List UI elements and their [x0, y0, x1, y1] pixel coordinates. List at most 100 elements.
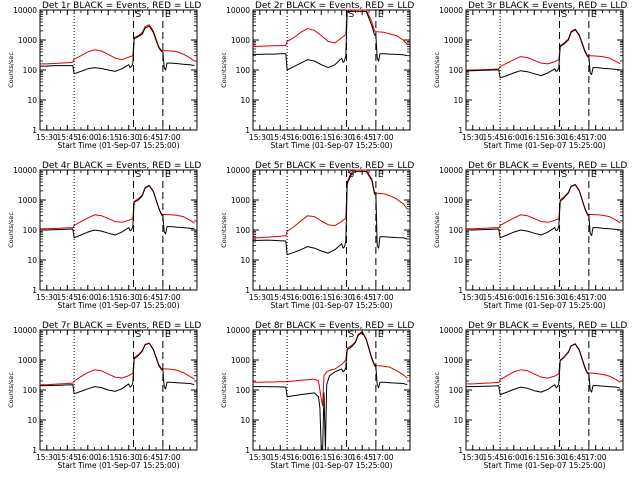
- marker-flag-s: S: [562, 10, 568, 20]
- panel-title: Det 4r BLACK = Events, RED = LLD: [42, 161, 201, 171]
- x-axis-label: Start Time (01-Sep-07 15:25:00): [271, 461, 393, 470]
- plot-frame: [252, 169, 411, 291]
- marker-flag-e: E: [165, 330, 171, 340]
- x-tick-label: 16:00: [77, 293, 99, 302]
- x-tick-label: 15:30: [36, 293, 58, 302]
- y-axis-label: Counts/sec: [7, 372, 15, 408]
- y-tick-label: 10000: [226, 326, 250, 335]
- x-tick-label: 16:00: [77, 453, 99, 462]
- y-tick-label: 100: [236, 386, 251, 395]
- y-tick-label: 100: [449, 66, 464, 75]
- y-tick-label: 1: [458, 126, 463, 135]
- marker-flag-e: E: [591, 170, 597, 180]
- x-tick-label: 16:30: [118, 133, 140, 142]
- series-line-lld: [466, 28, 621, 71]
- panel-title: Det 6r BLACK = Events, RED = LLD: [468, 161, 627, 171]
- series-line-events: [253, 170, 408, 256]
- x-axis-label: Start Time (01-Sep-07 15:25:00): [484, 301, 606, 310]
- marker-flag-s: S: [136, 170, 142, 180]
- y-tick-label: 1: [245, 126, 250, 135]
- y-tick-label: 10: [240, 256, 250, 265]
- x-tick-label: 17:00: [372, 133, 394, 142]
- x-tick-label: 16:45: [351, 453, 373, 462]
- x-tick-label: 16:45: [564, 293, 586, 302]
- x-tick-label: 15:45: [56, 453, 78, 462]
- x-tick-label: 15:30: [462, 133, 484, 142]
- y-tick-label: 1000: [18, 356, 37, 365]
- y-tick-label: 10000: [13, 166, 37, 175]
- plot-frame: [465, 329, 624, 451]
- x-tick-label: 17:00: [585, 133, 607, 142]
- x-tick-label: 16:15: [97, 453, 119, 462]
- series-line-lld: [253, 169, 408, 239]
- x-tick-label: 16:00: [503, 293, 525, 302]
- panel-3: Det 3r BLACK = Events, RED = LLD 1 10 100 10…: [433, 1, 627, 150]
- y-tick-label: 10000: [13, 326, 37, 335]
- x-tick-label: 15:45: [56, 293, 78, 302]
- y-tick-label: 1: [32, 446, 37, 455]
- panel-2: Det 2r BLACK = Events, RED = LLD 1 10 100 10…: [220, 1, 414, 150]
- x-tick-label: 16:30: [544, 453, 566, 462]
- marker-flag-s: S: [562, 170, 568, 180]
- x-tick-label: 15:30: [36, 133, 58, 142]
- y-tick-label: 1: [245, 446, 250, 455]
- marker-flag-s: S: [349, 10, 355, 20]
- y-tick-label: 10: [240, 416, 250, 425]
- x-tick-label: 17:00: [159, 293, 181, 302]
- y-tick-label: 1000: [231, 36, 250, 45]
- y-tick-label: 100: [236, 66, 251, 75]
- x-tick-label: 16:45: [138, 133, 160, 142]
- panel-title: Det 9r BLACK = Events, RED = LLD: [468, 321, 627, 331]
- x-tick-label: 15:30: [36, 453, 58, 462]
- panel-6: Det 6r BLACK = Events, RED = LLD 1 10 100 10…: [433, 161, 627, 310]
- marker-flag-e: E: [378, 330, 384, 340]
- x-tick-label: 16:15: [310, 293, 332, 302]
- x-tick-label: 16:00: [290, 453, 312, 462]
- panel-title: Det 1r BLACK = Events, RED = LLD: [42, 1, 201, 11]
- series-line-events: [466, 343, 621, 396]
- x-tick-label: 16:15: [310, 133, 332, 142]
- y-tick-label: 10: [453, 96, 463, 105]
- x-tick-label: 16:30: [118, 293, 140, 302]
- marker-flag-s: S: [136, 10, 142, 20]
- y-tick-label: 10: [27, 96, 37, 105]
- y-tick-label: 10: [27, 416, 37, 425]
- panel-9: Det 9r BLACK = Events, RED = LLD 1 10 100 10…: [433, 321, 627, 470]
- y-axis-label: Counts/sec: [433, 52, 441, 88]
- x-tick-label: 16:30: [118, 453, 140, 462]
- marker-flag-e: E: [165, 170, 171, 180]
- y-tick-label: 1000: [444, 196, 463, 205]
- y-axis-label: Counts/sec: [7, 52, 15, 88]
- x-tick-label: 15:30: [462, 293, 484, 302]
- y-axis-label: Counts/sec: [220, 212, 228, 248]
- x-tick-label: 15:30: [249, 293, 271, 302]
- x-tick-label: 16:15: [97, 133, 119, 142]
- marker-flag-s: S: [562, 330, 568, 340]
- marker-flag-s: S: [136, 330, 142, 340]
- x-tick-label: 17:00: [159, 453, 181, 462]
- series-line-lld: [466, 183, 621, 230]
- y-tick-label: 1000: [18, 196, 37, 205]
- x-tick-label: 16:30: [331, 133, 353, 142]
- plot-frame: [252, 9, 411, 131]
- x-tick-label: 16:15: [97, 293, 119, 302]
- x-tick-label: 15:30: [462, 453, 484, 462]
- y-tick-label: 1000: [231, 356, 250, 365]
- marker-flag-e: E: [378, 170, 384, 180]
- x-tick-label: 16:00: [77, 133, 99, 142]
- marker-flag-e: E: [591, 10, 597, 20]
- y-tick-label: 10000: [439, 6, 463, 15]
- plot-frame: [39, 169, 198, 291]
- x-tick-label: 15:45: [482, 293, 504, 302]
- panel-title: Det 5r BLACK = Events, RED = LLD: [255, 161, 414, 171]
- panel-title: Det 2r BLACK = Events, RED = LLD: [255, 1, 414, 11]
- x-tick-label: 15:45: [269, 293, 291, 302]
- x-tick-label: 15:45: [56, 133, 78, 142]
- x-tick-label: 16:30: [331, 293, 353, 302]
- panel-title: Det 3r BLACK = Events, RED = LLD: [468, 1, 627, 11]
- x-tick-label: 16:30: [331, 453, 353, 462]
- series-line-lld: [40, 24, 195, 65]
- x-axis-label: Start Time (01-Sep-07 15:25:00): [271, 141, 393, 150]
- marker-flag-e: E: [378, 10, 384, 20]
- y-tick-label: 100: [449, 386, 464, 395]
